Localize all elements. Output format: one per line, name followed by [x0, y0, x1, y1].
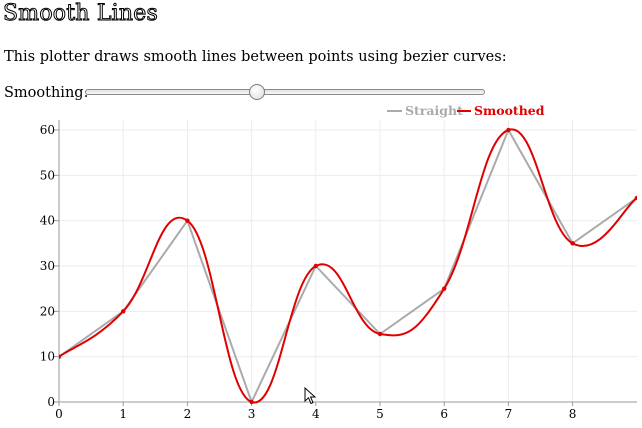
- smoothing-slider-thumb[interactable]: [249, 84, 266, 100]
- y-tick-label: 50: [40, 168, 55, 182]
- x-tick-label: 4: [312, 407, 320, 421]
- chart-axes: 0 10 20 30 40 50 60 0 1 2 3 4 5 6 7 8: [40, 120, 637, 421]
- smoothed-series-line: [59, 128, 637, 404]
- chart-grid: [59, 120, 637, 402]
- page-description: This plotter draws smooth lines between …: [4, 49, 507, 65]
- smoothed-data-point: [249, 399, 254, 405]
- x-tick-label: 6: [440, 407, 448, 421]
- smoothed-data-point: [185, 218, 190, 223]
- mouse-pointer-icon: [304, 387, 316, 405]
- smoothed-data-point: [442, 286, 447, 291]
- y-tick-label: 0: [47, 395, 55, 409]
- smoothing-label: Smoothing:: [4, 85, 89, 101]
- smoothed-data-point: [506, 127, 511, 133]
- smoothed-data-point: [377, 331, 383, 337]
- x-tick-label: 7: [505, 407, 513, 421]
- page-title: Smooth Lines: [3, 1, 159, 27]
- legend-straight-label: Straight: [405, 103, 463, 118]
- y-tick-label: 60: [40, 123, 55, 137]
- x-tick-label: 1: [119, 407, 127, 421]
- x-tick-label: 0: [55, 407, 63, 421]
- y-tick-label: 20: [40, 304, 55, 318]
- x-tick-label: 3: [248, 407, 256, 421]
- smoothed-data-point: [570, 241, 575, 246]
- smoothed-data-point: [59, 354, 62, 359]
- x-tick-label: 5: [376, 407, 384, 421]
- y-tick-label: 30: [40, 259, 55, 273]
- smoothed-data-point: [634, 195, 637, 201]
- smoothed-data-point: [121, 309, 126, 314]
- chart-legend: Straight Smoothed: [387, 103, 545, 118]
- smoothing-slider[interactable]: [85, 84, 485, 100]
- x-tick-label: 2: [184, 407, 192, 421]
- smoothed-data-point: [313, 263, 318, 269]
- smoothing-control: Smoothing:: [4, 83, 504, 103]
- straight-series-line: [59, 129, 637, 403]
- y-tick-label: 10: [40, 350, 55, 364]
- chart-series: [59, 127, 637, 405]
- y-tick-label: 40: [40, 214, 55, 228]
- x-tick-label: 8: [569, 407, 577, 421]
- legend-smoothed-label: Smoothed: [474, 103, 545, 118]
